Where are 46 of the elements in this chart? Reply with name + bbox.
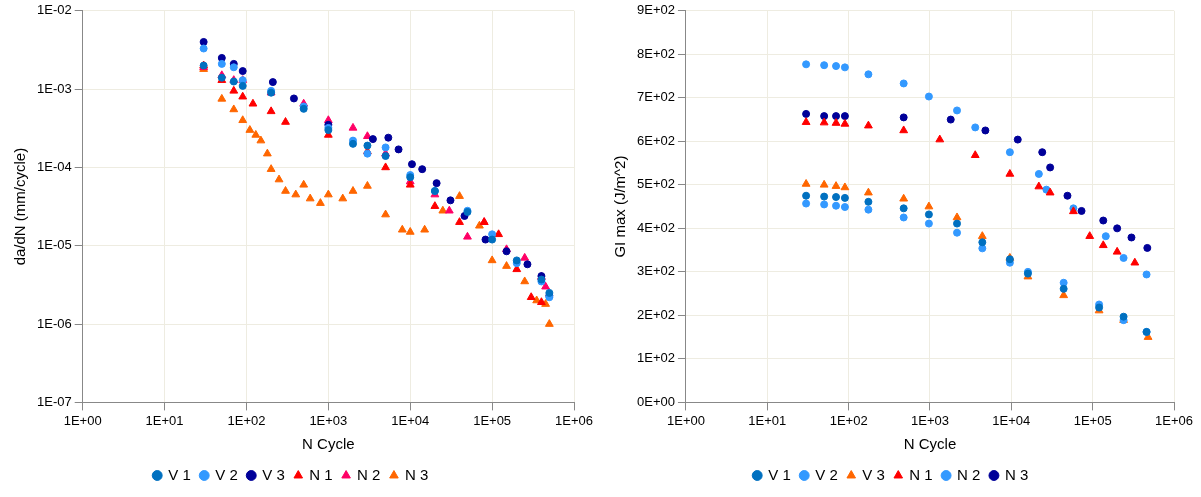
x-axis-title: N Cycle	[302, 435, 355, 453]
y-tick-label: 4E+02	[637, 219, 675, 235]
x-tick-label: 1E+00	[63, 412, 102, 428]
y-tick-label: 1E-02	[36, 2, 72, 18]
legend-label: N 3	[1004, 465, 1029, 483]
y-tick-label: 5E+02	[637, 176, 675, 192]
y-tick-label: 1E+02	[637, 350, 675, 366]
legend-label: N 2	[957, 465, 981, 483]
y-tick-label: 0E+00	[637, 393, 675, 409]
x-tick-label: 1E+06	[555, 412, 593, 428]
y-tick-label: 1E-05	[36, 237, 72, 253]
x-tick-label: 1E+05	[473, 412, 512, 428]
legend-label: V 3	[262, 465, 285, 483]
y-tick-label: 1E-06	[36, 315, 72, 331]
legend-label: V 1	[168, 465, 191, 483]
y-axis-title: da/dN (mm/cycle)	[11, 147, 29, 266]
legend-label: N 1	[909, 465, 933, 483]
x-tick-label: 1E+05	[1073, 412, 1112, 428]
x-tick-label: 1E+01	[748, 412, 787, 428]
legend-label: V 3	[862, 465, 885, 483]
y-tick-label: 1E-04	[36, 159, 72, 175]
y-tick-label: 6E+02	[637, 132, 675, 148]
y-tick-label: 1E-07	[36, 393, 72, 409]
legend-label: V 2	[815, 465, 838, 483]
x-tick-label: 1E+01	[145, 412, 184, 428]
y-tick-label: 2E+02	[637, 306, 675, 322]
legend-label: N 1	[309, 465, 333, 483]
legend-label: V 2	[215, 465, 238, 483]
y-tick-label: 1E-03	[36, 80, 72, 96]
x-tick-label: 1E+06	[1155, 412, 1193, 428]
x-tick-label: 1E+00	[666, 412, 705, 428]
x-tick-label: 1E+02	[829, 412, 868, 428]
legend-label: V 1	[768, 465, 791, 483]
x-tick-label: 1E+03	[911, 412, 949, 428]
x-axis-title: N Cycle	[903, 435, 957, 453]
y-tick-label: 8E+02	[637, 45, 675, 61]
legend-label: N 3	[404, 465, 429, 483]
y-tick-label: 9E+02	[637, 2, 675, 18]
x-tick-label: 1E+02	[227, 412, 266, 428]
y-tick-label: 3E+02	[637, 263, 675, 279]
y-axis-title: GI max (J/m^2)	[611, 155, 629, 258]
legend-label: N 2	[357, 465, 381, 483]
x-tick-label: 1E+03	[309, 412, 348, 428]
x-tick-label: 1E+04	[391, 412, 430, 428]
y-tick-label: 7E+02	[637, 89, 675, 105]
x-tick-label: 1E+04	[992, 412, 1031, 428]
